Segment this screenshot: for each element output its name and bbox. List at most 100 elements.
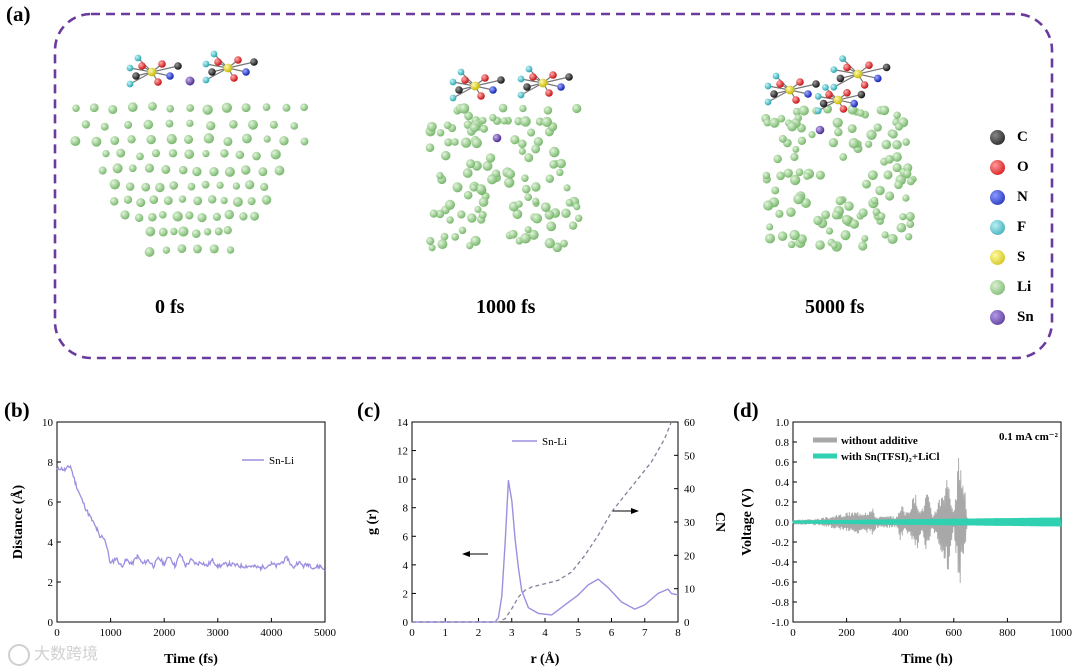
watermark: 大数跨境	[8, 640, 98, 666]
y-axis-title: Distance (Å)	[10, 485, 26, 560]
li-atom	[482, 161, 493, 171]
y-tick-label: -0.8	[772, 597, 790, 609]
li-atom	[524, 226, 532, 234]
li-atom	[870, 196, 879, 205]
li-atom	[528, 229, 539, 240]
y-tick-label: 6	[48, 497, 54, 509]
x-tick-label: 1	[443, 627, 449, 639]
y-tick-label: 0.6	[775, 457, 789, 469]
li-atom	[789, 229, 800, 241]
c-atom	[208, 68, 216, 76]
li-atom	[906, 220, 915, 229]
bond	[833, 73, 859, 88]
li-atom	[241, 165, 251, 175]
li-atom	[427, 121, 437, 132]
legend-marker-s	[990, 249, 1005, 265]
li-atom	[792, 107, 801, 116]
y-tick-label: 2	[48, 577, 54, 589]
sn-atom	[185, 76, 195, 86]
li-atom	[162, 246, 171, 254]
li-atom	[165, 119, 174, 128]
chart-b-distance: 0 1000 2000 3000 4000 5000 0 2 4 6 8 10 Sn-Li Time (f…	[10, 417, 337, 667]
li-atom	[197, 213, 207, 223]
li-atom	[209, 244, 219, 254]
li-atom	[795, 168, 804, 177]
li-atom	[532, 197, 540, 205]
c-atom	[455, 86, 463, 94]
li-atom	[515, 200, 523, 208]
li-atom	[203, 133, 215, 144]
li-atom	[783, 168, 793, 178]
li-atom	[512, 209, 523, 220]
c-atom	[523, 83, 531, 91]
y-tick-label: 2	[403, 588, 409, 600]
li-atom	[470, 235, 481, 246]
o-atom	[792, 96, 800, 104]
legend-item-n: N	[990, 182, 1050, 212]
arrow-right-head	[631, 508, 639, 514]
s-atom	[833, 95, 843, 105]
li-atom	[184, 149, 195, 160]
li-atom	[110, 136, 120, 146]
y2-axis-title: CN	[712, 512, 727, 532]
li-atom	[229, 119, 238, 129]
li-atom	[466, 242, 474, 250]
li-atom	[776, 171, 785, 181]
legend-marker-li	[990, 279, 1005, 295]
f-atom	[449, 94, 457, 102]
arrow-left-head	[462, 551, 470, 557]
o-atom	[545, 89, 553, 97]
li-atom	[808, 130, 816, 139]
li-atom	[831, 210, 841, 220]
li-atom	[866, 129, 877, 140]
li-atom	[896, 222, 907, 233]
f-atom	[517, 75, 525, 83]
li-atom	[185, 211, 194, 220]
li-atom	[839, 153, 848, 161]
li-atom	[462, 168, 473, 178]
li-atom	[220, 149, 229, 158]
li-atom	[136, 152, 144, 161]
li-atom	[769, 117, 780, 128]
legend-marker-o	[990, 159, 1005, 175]
li-atom	[187, 182, 196, 191]
li-atom	[872, 208, 881, 216]
li-atom	[451, 233, 459, 241]
chart-d-voltage: 0 200 400 600 800 1000 -1.0 -0.8 -0.6 -0.4 -0.2 0.0…	[740, 417, 1073, 667]
x-axis-title: Time (h)	[901, 652, 953, 667]
li-atom	[789, 174, 801, 186]
o-atom	[776, 80, 784, 88]
c-atom	[497, 76, 505, 84]
li-atom	[815, 240, 825, 250]
li-atom	[146, 134, 156, 145]
li-atom	[848, 138, 860, 149]
li-atom	[98, 166, 107, 175]
li-atom	[148, 101, 157, 111]
bond	[474, 79, 502, 87]
li-atom	[123, 195, 133, 204]
li-atom	[444, 138, 453, 147]
f-atom	[134, 54, 142, 62]
li-atom	[221, 102, 232, 113]
li-atom	[467, 213, 477, 223]
li-atom	[861, 234, 869, 242]
bond	[857, 66, 887, 75]
li-atom	[191, 229, 201, 239]
y-tick-label: 6	[403, 531, 409, 543]
f-atom	[525, 65, 533, 73]
li-atom	[552, 242, 563, 253]
panel-d-label: (d)	[733, 398, 759, 422]
li-atom	[520, 232, 531, 244]
f-atom	[517, 91, 525, 99]
li-atom	[223, 136, 233, 147]
li-atom	[178, 195, 187, 203]
li-atom	[830, 241, 838, 249]
f-atom	[830, 83, 838, 91]
li-atom	[209, 166, 219, 177]
o-atom	[796, 78, 804, 86]
li-atom	[260, 182, 269, 192]
li-atom	[143, 119, 154, 130]
o-atom	[214, 58, 222, 66]
li-atom	[172, 211, 183, 222]
f-atom	[202, 76, 210, 84]
